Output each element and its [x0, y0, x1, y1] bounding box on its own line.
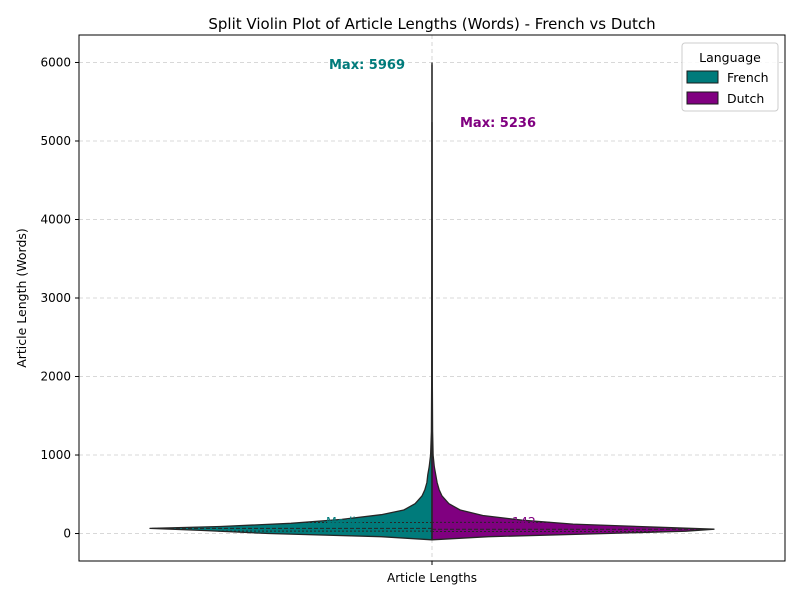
- legend-swatch-dutch: [686, 91, 719, 105]
- y-tick-label: 1000: [40, 448, 71, 462]
- y-axis: 0 1000 2000 3000 4000 5000 6000: [40, 55, 79, 541]
- y-tick-label: 0: [63, 527, 71, 541]
- y-tick-label: 5000: [40, 134, 71, 148]
- median-label-french: Median: ~: [326, 514, 390, 529]
- violin-layer: [149, 62, 715, 541]
- y-axis-label: Article Length (Words): [14, 228, 29, 368]
- y-tick-label: 6000: [40, 55, 71, 69]
- y-tick-label: 3000: [40, 291, 71, 305]
- max-label-dutch: Max: 5236: [460, 116, 536, 131]
- legend-title: Language: [699, 50, 761, 65]
- x-axis: Article Lengths: [387, 561, 477, 585]
- y-tick-label: 2000: [40, 370, 71, 384]
- x-tick-label: Article Lengths: [387, 571, 477, 585]
- annotation-layer: Max: 5969 Max: 5236 Median: ~ 142: [326, 58, 536, 529]
- median-label-dutch: 142: [512, 514, 536, 529]
- y-tick-label: 4000: [40, 212, 71, 226]
- legend-label-dutch: Dutch: [727, 91, 764, 106]
- chart-title: Split Violin Plot of Article Lengths (Wo…: [208, 15, 655, 33]
- max-label-french: Max: 5969: [329, 58, 405, 73]
- legend-swatch-french: [686, 70, 719, 84]
- legend-label-french: French: [727, 70, 769, 85]
- legend: Language French Dutch: [681, 42, 779, 112]
